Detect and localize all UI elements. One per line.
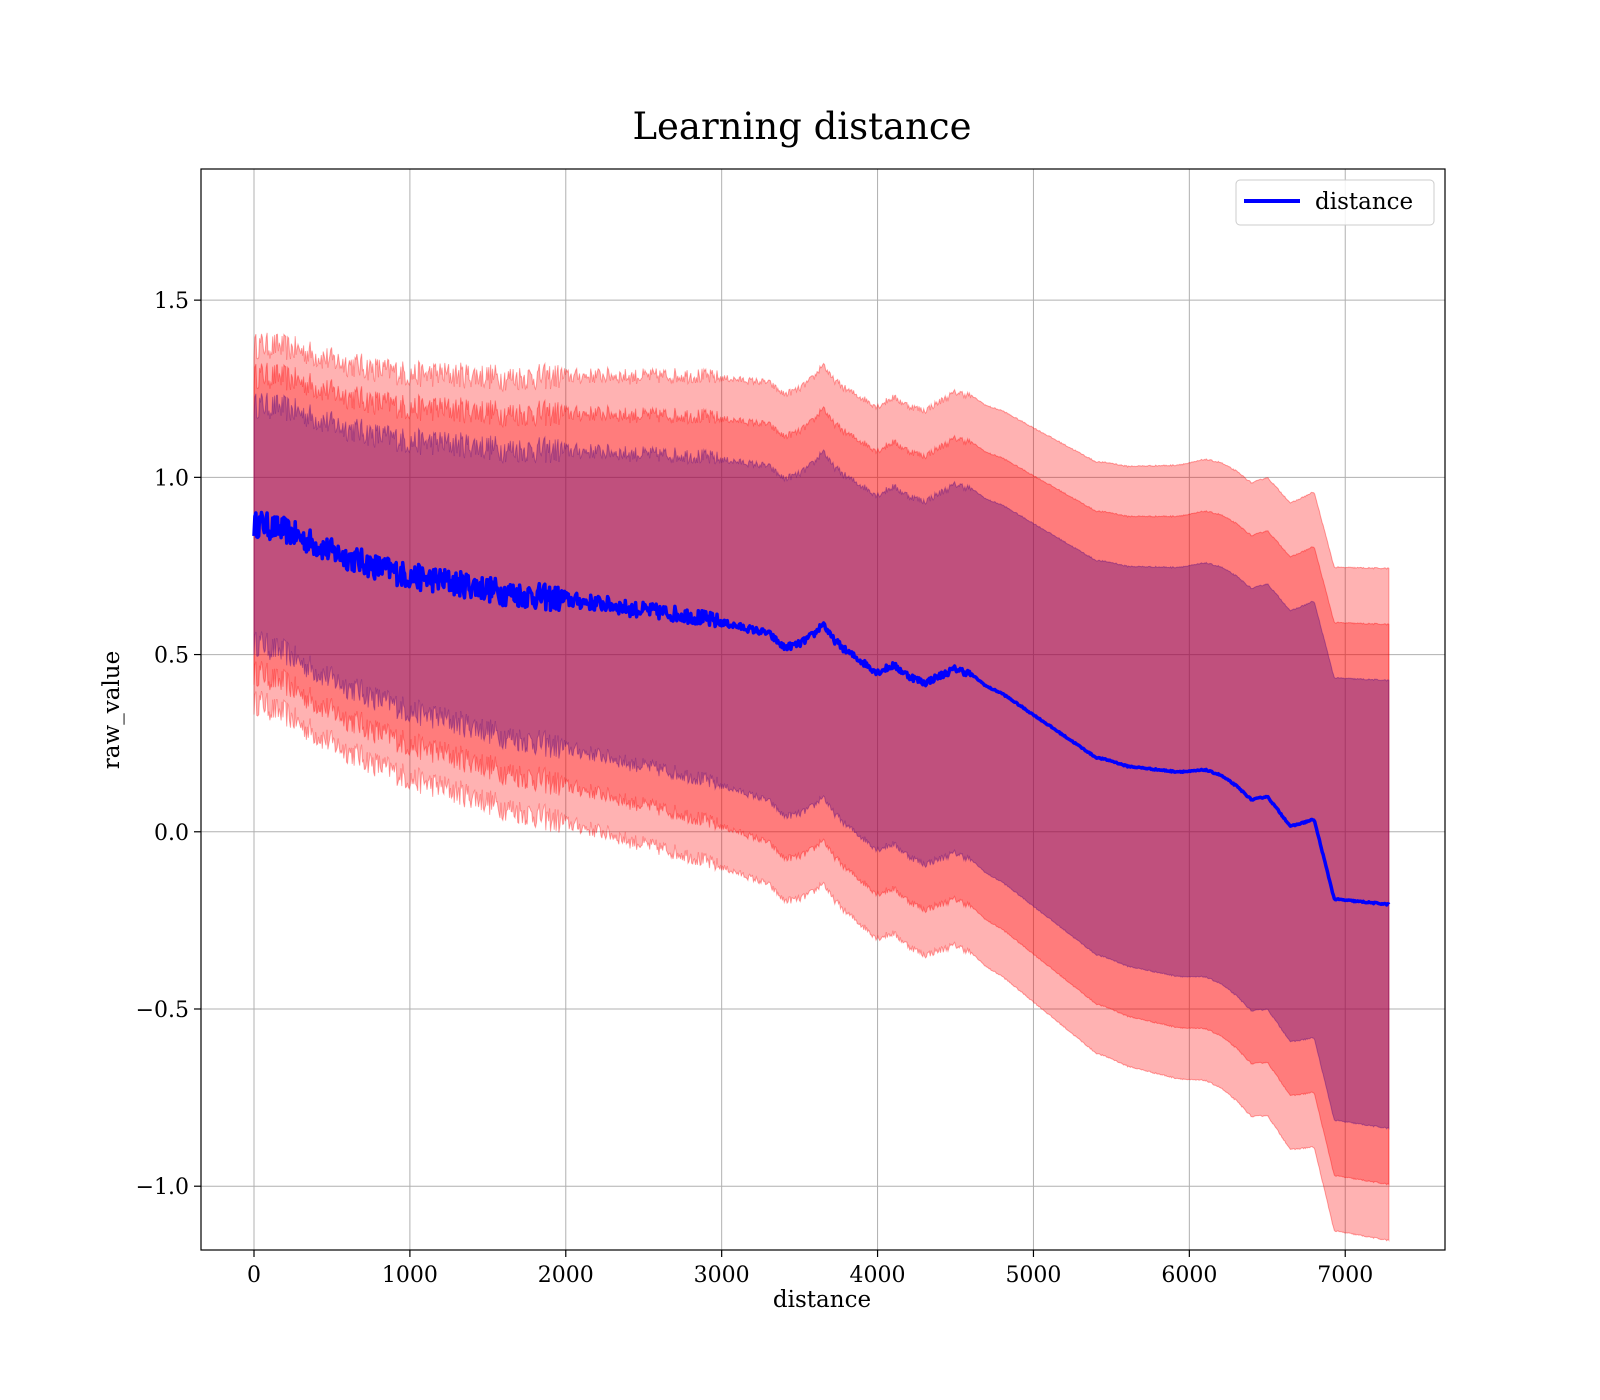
legend: distance bbox=[1235, 179, 1435, 226]
y-tick-label: −1.0 bbox=[136, 1175, 189, 1200]
std-band bbox=[253, 332, 1390, 1242]
x-tick-label: 2000 bbox=[538, 1263, 594, 1288]
legend-label: distance bbox=[1315, 189, 1413, 215]
std-band bbox=[253, 392, 1390, 1130]
x-axis-label: distance bbox=[773, 1287, 871, 1313]
x-tick-label: 5000 bbox=[1005, 1263, 1061, 1288]
std-bands bbox=[253, 332, 1390, 1242]
std-band bbox=[253, 362, 1390, 1186]
axis-ticks: 0 1000 2000 3000 4000 5000 6000 7000 −1.0 −0.5 0.0… bbox=[136, 289, 1374, 1288]
y-tick-label: 1.5 bbox=[154, 289, 189, 314]
x-tick-label: 7000 bbox=[1317, 1263, 1373, 1288]
x-tick-label: 1000 bbox=[382, 1263, 438, 1288]
x-tick-label: 0 bbox=[247, 1263, 261, 1288]
y-tick-label: 0.0 bbox=[154, 821, 189, 846]
legend-box bbox=[1235, 179, 1435, 226]
chart-title: Learning distance bbox=[632, 105, 971, 148]
plot-frame bbox=[200, 168, 1446, 1251]
y-tick-label: 1.0 bbox=[154, 466, 189, 491]
y-axis-label: raw_value bbox=[99, 651, 125, 769]
x-tick-label: 6000 bbox=[1161, 1263, 1217, 1288]
line-layer bbox=[252, 510, 1391, 907]
x-tick-label: 4000 bbox=[850, 1263, 906, 1288]
series-line-distance bbox=[252, 510, 1391, 907]
y-tick-label: −0.5 bbox=[136, 998, 189, 1023]
x-tick-label: 3000 bbox=[694, 1263, 750, 1288]
grid bbox=[201, 169, 1445, 1250]
y-tick-label: 0.5 bbox=[154, 644, 189, 669]
